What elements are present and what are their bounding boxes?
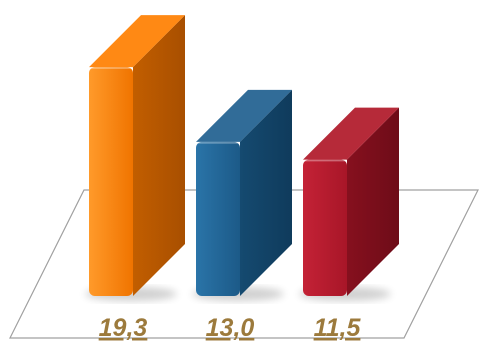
bar-front-face [196, 142, 240, 296]
bar [303, 108, 399, 296]
bar-front-face [303, 160, 347, 296]
bar-data-label: 13,0 [206, 314, 255, 342]
bar [196, 90, 292, 296]
bar-front-face [89, 67, 133, 296]
bar-data-label: 11,5 [314, 314, 362, 342]
bar [89, 15, 185, 296]
bar-data-label: 19,3 [99, 314, 148, 342]
